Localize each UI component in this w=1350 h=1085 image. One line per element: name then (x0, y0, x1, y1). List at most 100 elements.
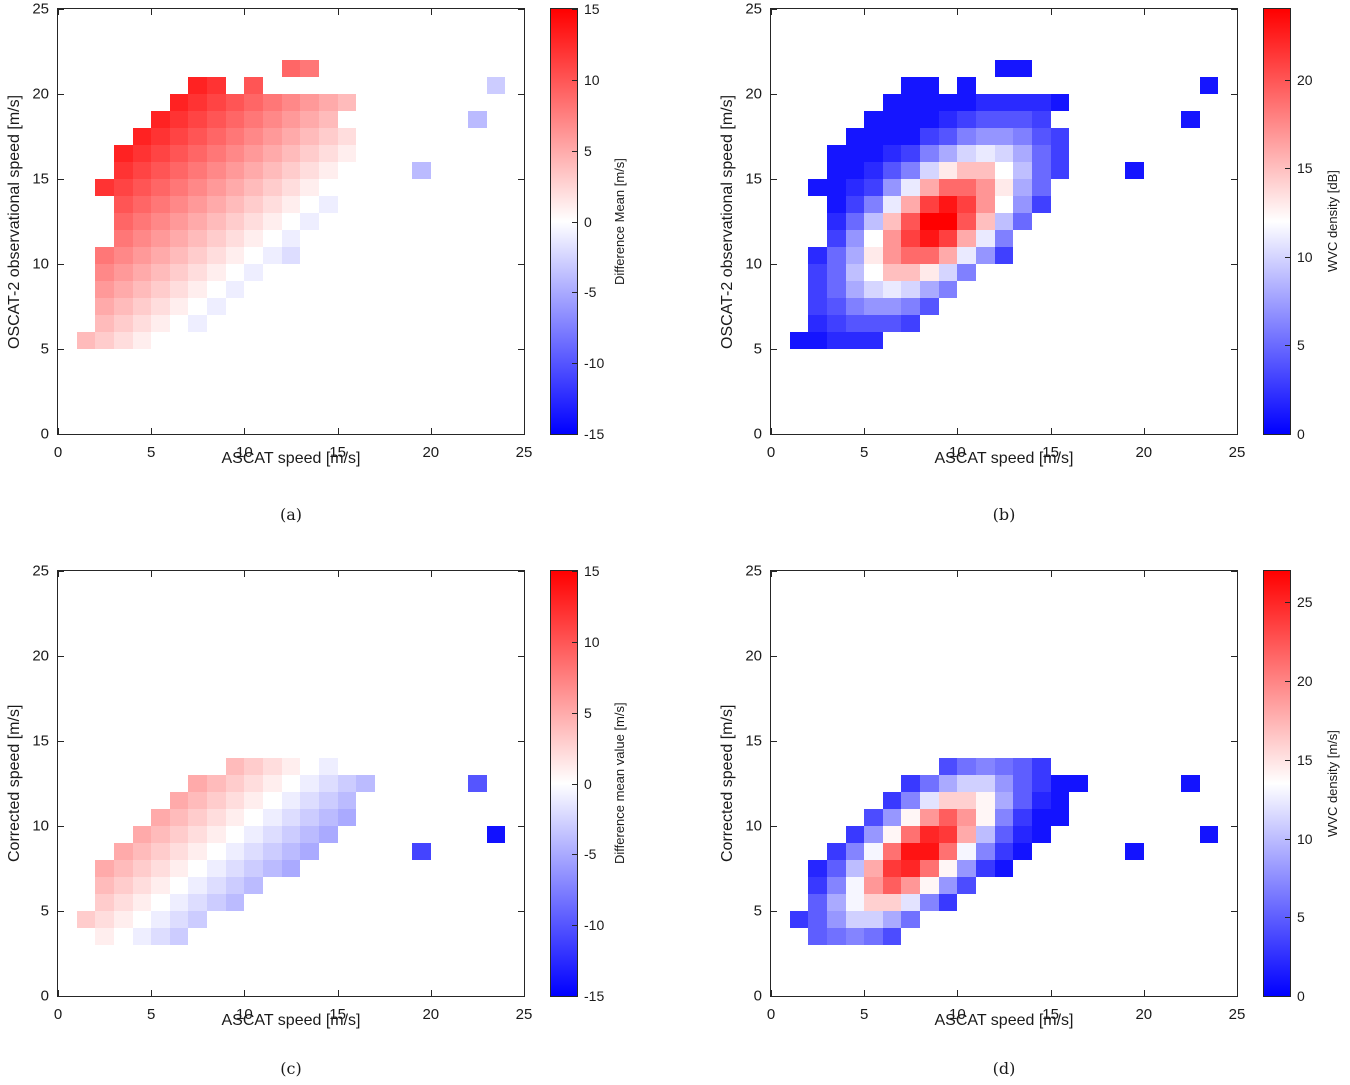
heatmap-cell (207, 196, 226, 213)
heatmap-cell (263, 247, 282, 264)
heatmap-cell (169, 298, 189, 315)
heatmap-cell (169, 230, 189, 247)
heatmap-cell (1013, 145, 1032, 162)
heatmap-cell (864, 877, 883, 894)
heatmap-cell (169, 911, 189, 928)
heatmap-cell (826, 911, 846, 928)
heatmap-cell (188, 111, 208, 128)
tick-mark (1285, 434, 1290, 435)
heatmap-cell (1013, 843, 1032, 860)
heatmap-cell (244, 843, 264, 860)
heatmap-cell (994, 94, 1014, 111)
heatmap-cell (244, 162, 264, 179)
heatmap-cell (151, 332, 170, 349)
heatmap-cell (169, 843, 189, 860)
heatmap-cell (826, 264, 846, 281)
heatmap-cell (95, 179, 114, 196)
heatmap-cell (864, 230, 883, 247)
heatmap-cell (808, 860, 827, 877)
heatmap-cell (151, 315, 170, 332)
heatmap-cell (808, 894, 827, 911)
heatmap-cell (845, 179, 865, 196)
heatmap-cell (207, 264, 226, 281)
heatmap-cell (957, 843, 977, 860)
heatmap-cell (920, 196, 939, 213)
y-tick-label: 20 (32, 85, 49, 103)
x-tick-label: 5 (860, 444, 869, 461)
x-axis-label: ASCAT speed [m/s] (934, 1012, 1074, 1029)
heatmap-cell (789, 911, 809, 928)
heatmap-cell (957, 877, 977, 894)
heatmap-cell (318, 826, 338, 843)
chart-panel-d: Corrected speed [m/s] 0 5 10 15 20 25 0 5 10 15 20… (675, 545, 1350, 1085)
heatmap-cell (845, 230, 865, 247)
heatmap-cell (244, 128, 264, 145)
heatmap-cell (901, 315, 921, 332)
heatmap-cell (1031, 179, 1051, 196)
tick-mark (524, 990, 525, 996)
heatmap-cell (151, 162, 170, 179)
tick-mark (518, 911, 524, 912)
heatmap-cell (337, 145, 357, 162)
tick-mark (430, 9, 432, 15)
heatmap-cell (244, 145, 264, 162)
heatmap-cell (300, 792, 319, 809)
heatmap-cell (263, 128, 282, 145)
colorbar: 15 10 5 0 -5 -10 -15 (550, 1, 604, 442)
heatmap-cell (789, 332, 809, 349)
heatmap-cell (113, 162, 133, 179)
heatmap-cell (281, 758, 301, 775)
heatmap-cell (957, 196, 977, 213)
heatmap-cell (281, 162, 301, 179)
heatmap-cell (263, 111, 282, 128)
y-tick-label: 20 (745, 647, 762, 665)
tick-mark (1231, 826, 1237, 827)
heatmap-cell (188, 94, 208, 111)
heatmap-cell (845, 281, 865, 298)
x-tick-label: 15 (1042, 1006, 1059, 1023)
colorbar-label: Difference Mean [m/s] (612, 158, 627, 285)
colorbar-tick-label: 10 (584, 633, 600, 650)
heatmap-cell (281, 826, 301, 843)
heatmap-cell (808, 281, 827, 298)
tick-mark (1237, 571, 1238, 577)
colorbar-tick-label: -10 (584, 917, 605, 934)
heatmap-cell (281, 843, 301, 860)
heatmap-cell (151, 145, 170, 162)
heatmap-cell (225, 264, 245, 281)
heatmap-cell (864, 928, 883, 945)
heatmap-cell (994, 860, 1014, 877)
tick-mark (430, 428, 432, 434)
y-axis-label: OSCAT-2 observational speed [m/s] (719, 94, 736, 349)
heatmap-cell (976, 843, 995, 860)
heatmap-cell (244, 792, 264, 809)
heatmap-cell (1031, 128, 1051, 145)
heatmap-cell (225, 809, 245, 826)
heatmap-cell (808, 315, 827, 332)
y-tick-label: 15 (745, 732, 762, 750)
heatmap-cell (281, 792, 301, 809)
heatmap-cell (225, 860, 245, 877)
colorbar-tick-label: -5 (584, 284, 597, 301)
heatmap-cell (976, 162, 995, 179)
x-tick-label: 10 (236, 444, 253, 461)
heatmap-cell (151, 911, 170, 928)
heatmap-cell (225, 775, 245, 792)
tick-mark (1285, 996, 1290, 997)
heatmap-cell (95, 247, 114, 264)
heatmap-cell (882, 911, 902, 928)
heatmap-cell (938, 843, 958, 860)
heatmap-cell (938, 230, 958, 247)
heatmap-cell (938, 111, 958, 128)
heatmap-cell (151, 843, 170, 860)
heatmap-cell (845, 911, 865, 928)
x-tick-label: 15 (329, 1006, 346, 1023)
tick-mark (572, 79, 577, 81)
heatmap-cell (957, 758, 977, 775)
heatmap-cell (132, 298, 152, 315)
heatmap-cell (864, 826, 883, 843)
heatmap-cell (920, 230, 939, 247)
heatmap-cell (994, 758, 1014, 775)
heatmap-cell (263, 213, 282, 230)
heatmap-cell (938, 162, 958, 179)
